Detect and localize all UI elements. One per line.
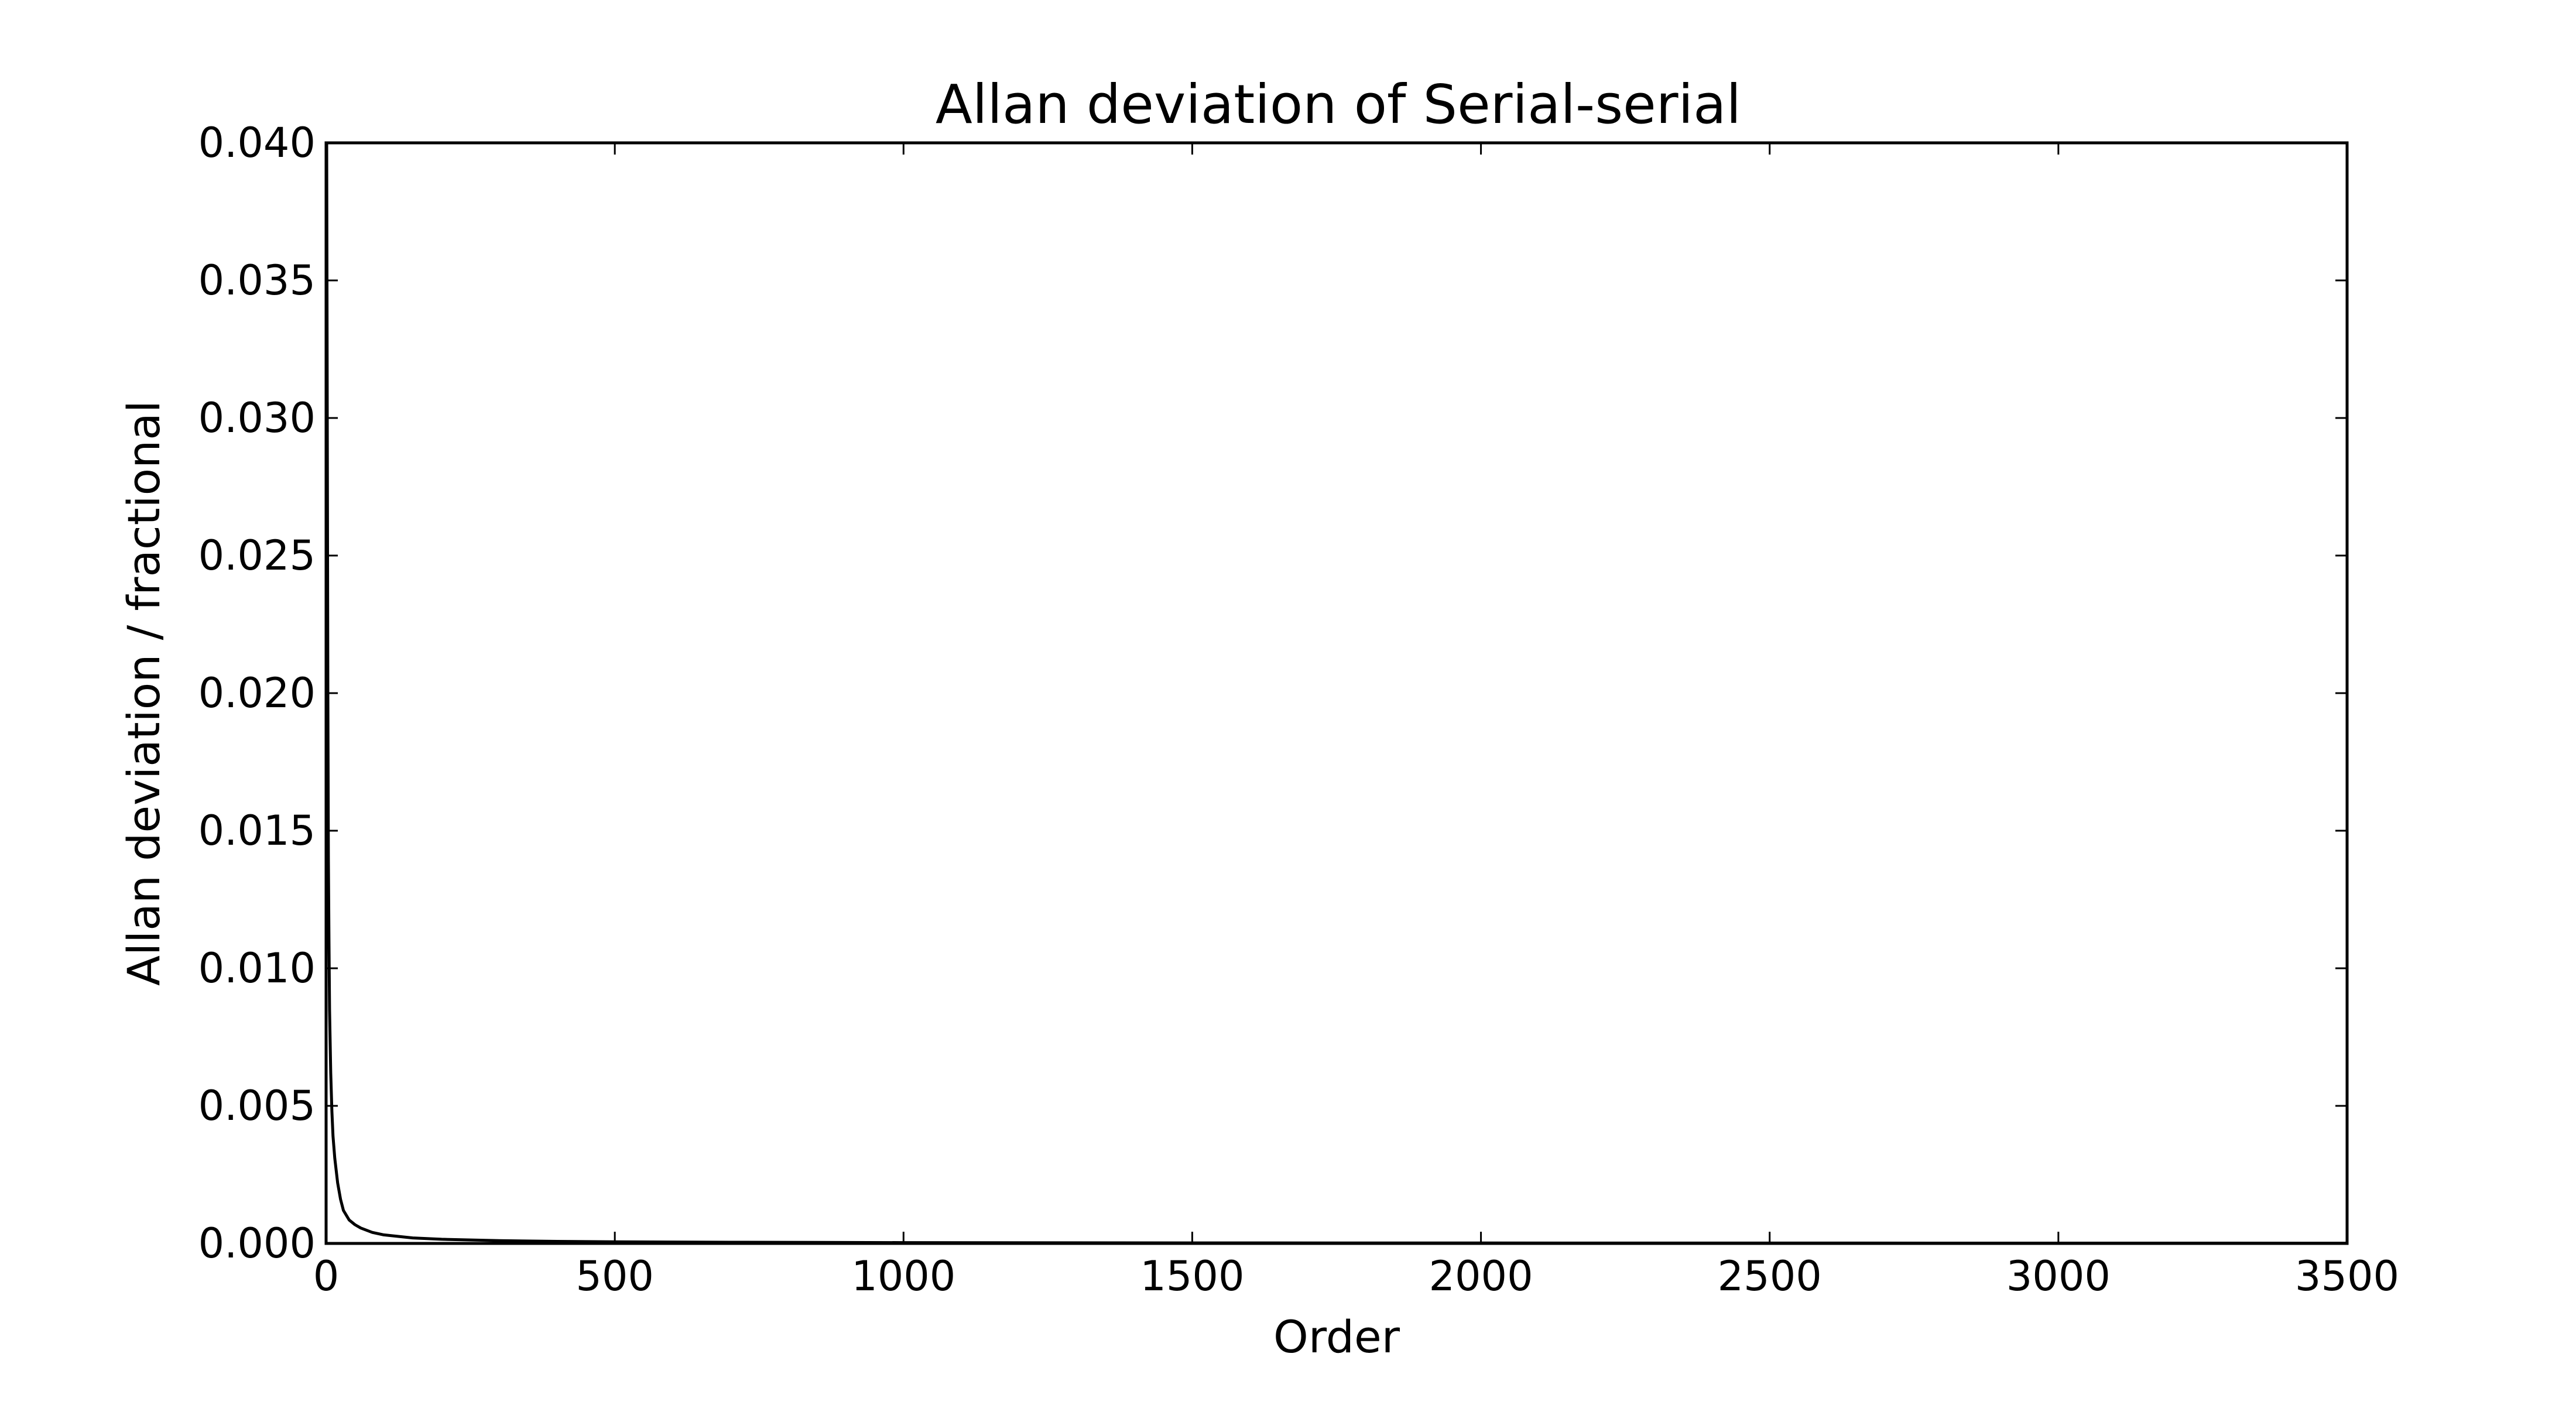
y-tick-label: 0.000 bbox=[198, 1219, 316, 1267]
x-tick-label: 3500 bbox=[2295, 1252, 2399, 1300]
plot-frame bbox=[324, 141, 2349, 1245]
y-tick-label: 0.005 bbox=[198, 1082, 316, 1130]
plot-area bbox=[325, 142, 2348, 1245]
x-tick-label: 3000 bbox=[2006, 1252, 2111, 1300]
series-line bbox=[325, 142, 2348, 1245]
y-tick-label: 0.025 bbox=[198, 532, 316, 580]
y-tick-label: 0.035 bbox=[198, 256, 316, 304]
y-axis-label: Allan deviation / fractional bbox=[118, 400, 170, 986]
x-axis-label: Order bbox=[1273, 1311, 1400, 1363]
y-tick-label: 0.030 bbox=[198, 394, 316, 442]
x-tick-label: 0 bbox=[313, 1252, 340, 1300]
y-tick-label: 0.020 bbox=[198, 669, 316, 717]
axis-ticks: 0 500 1000 1500 2000 2500 3000 3500 0.000 0.005 0.… bbox=[198, 119, 2399, 1300]
chart-title: Allan deviation of Serial-serial bbox=[936, 73, 1741, 136]
y-tick-label: 0.015 bbox=[198, 807, 316, 855]
x-tick-label: 2000 bbox=[1429, 1252, 1533, 1300]
x-tick-label: 1500 bbox=[1140, 1252, 1244, 1300]
y-tick-label: 0.010 bbox=[198, 944, 316, 992]
y-tick-label: 0.040 bbox=[198, 119, 316, 167]
x-tick-label: 2500 bbox=[1718, 1252, 1822, 1300]
x-tick-label: 500 bbox=[576, 1252, 654, 1300]
x-tick-label: 1000 bbox=[851, 1252, 955, 1300]
